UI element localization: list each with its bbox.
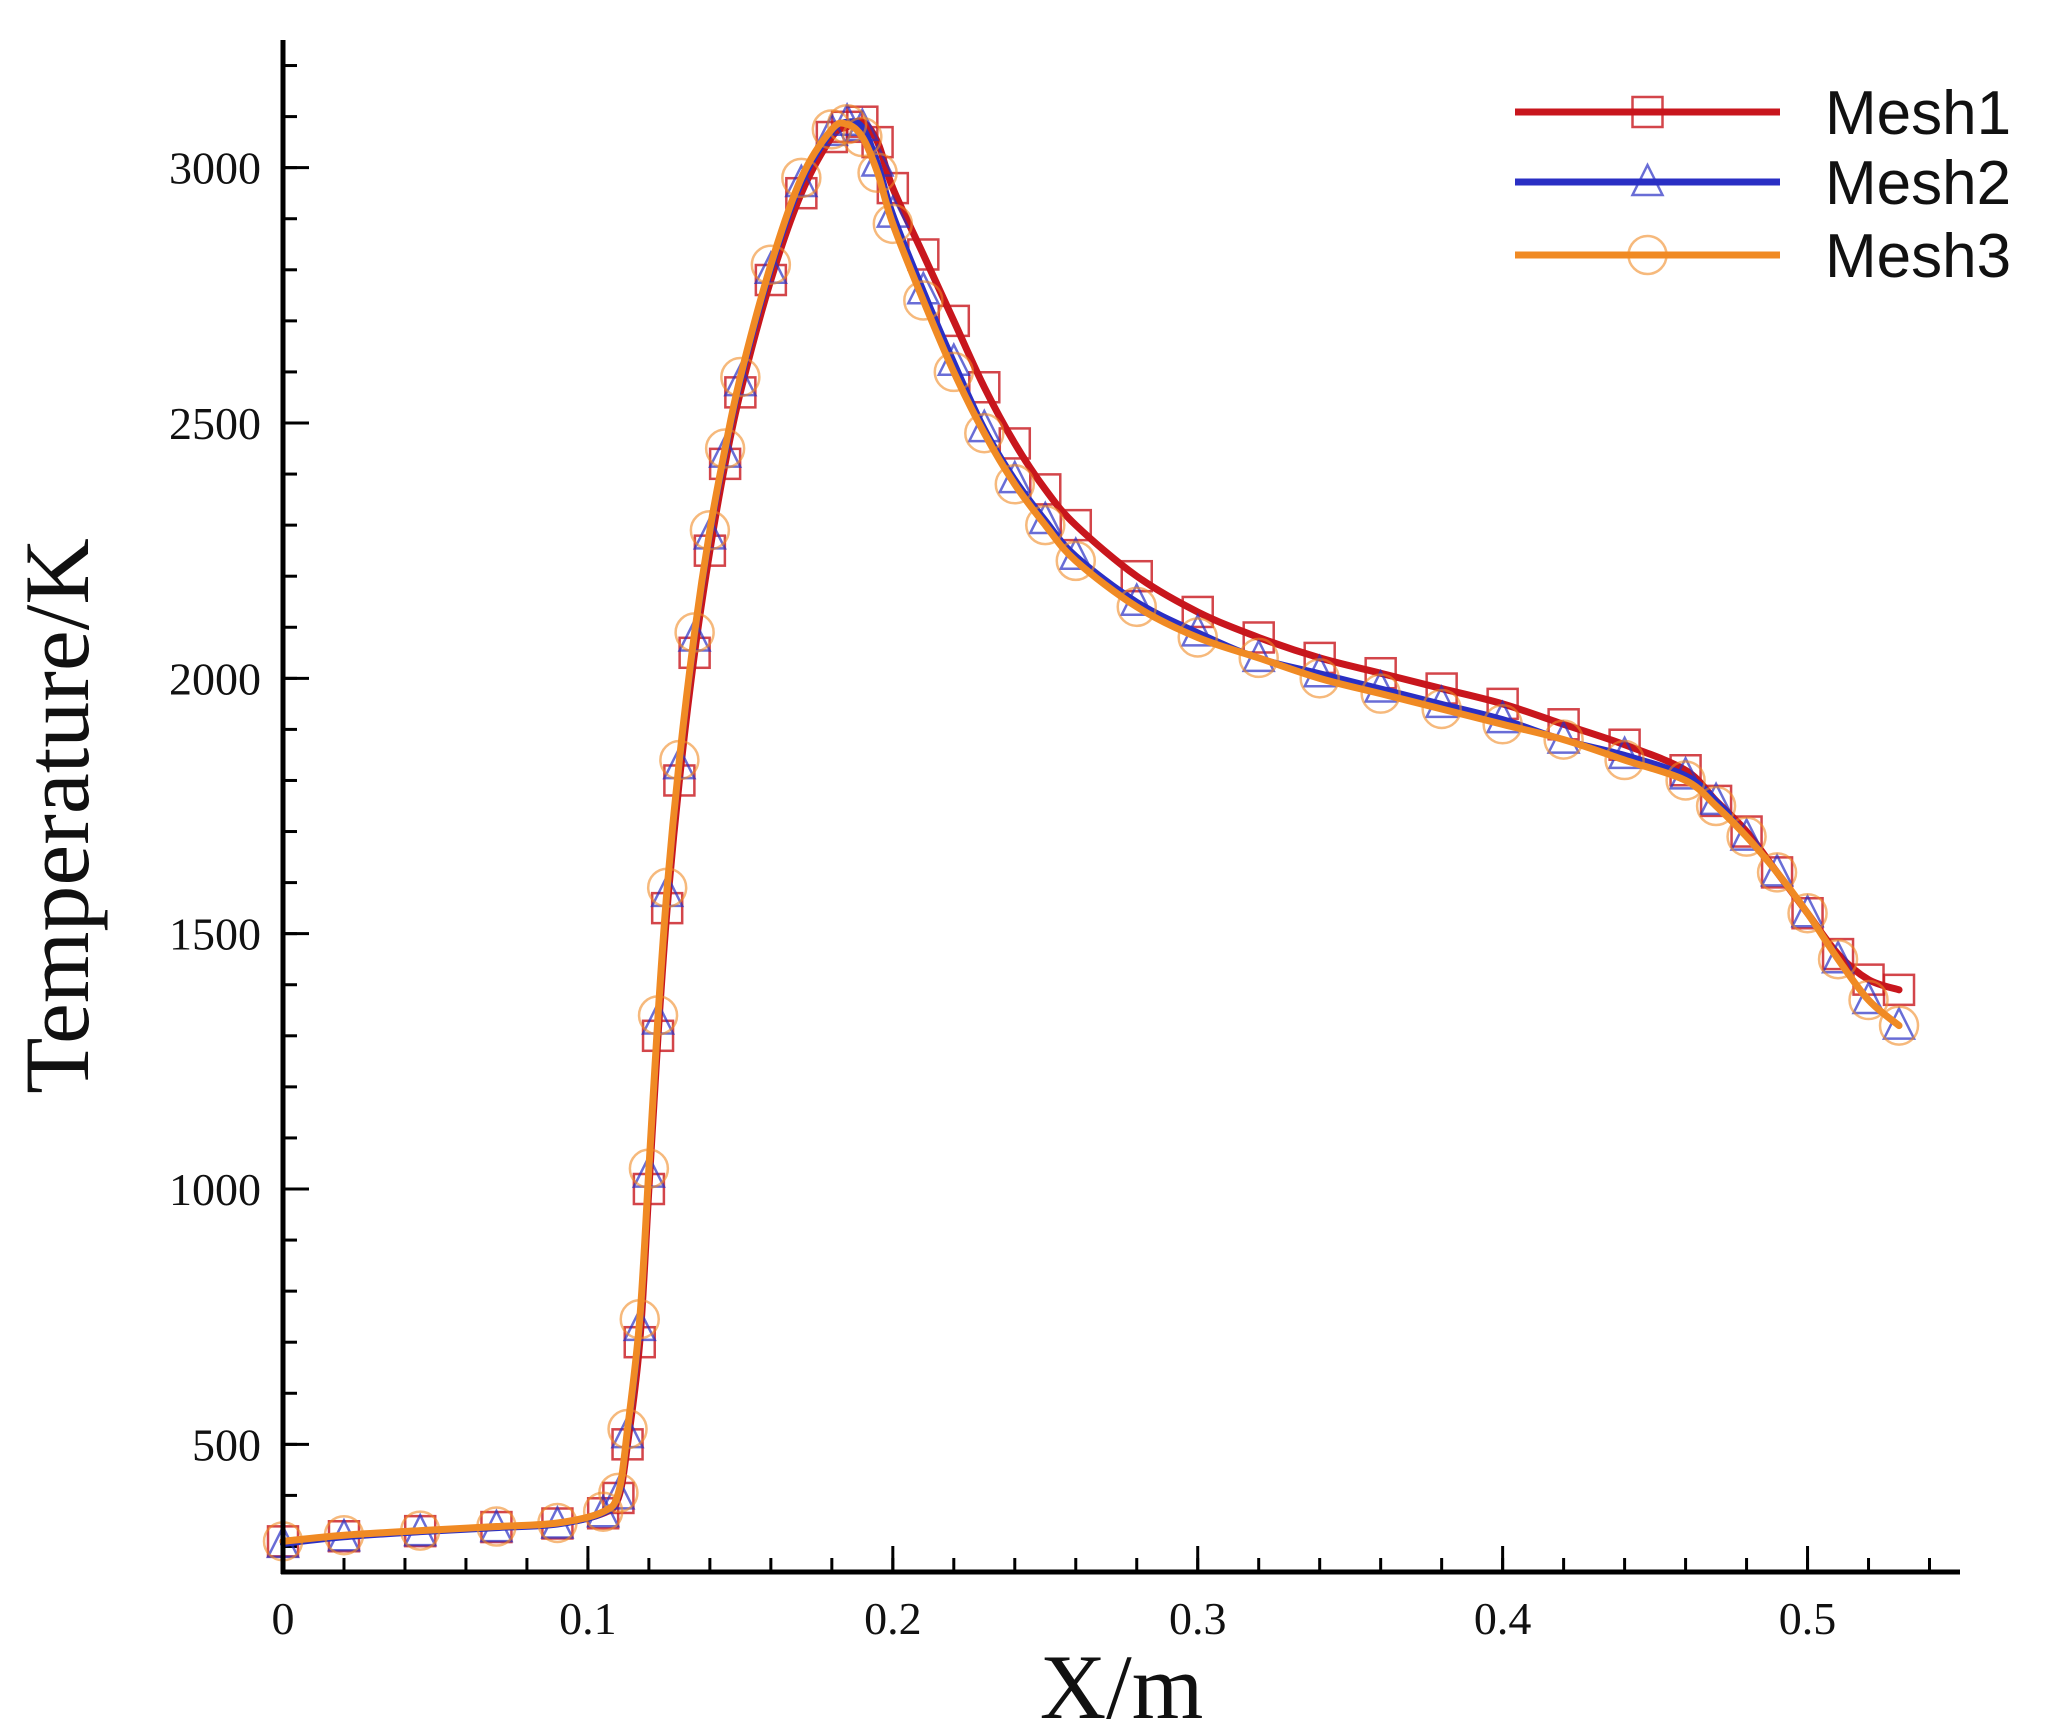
circle-marker — [811, 109, 853, 150]
y-tick-label: 500 — [192, 1419, 261, 1470]
circle-marker — [1299, 658, 1340, 699]
circle-marker — [1482, 704, 1523, 745]
x-tick-label: 0.2 — [864, 1593, 922, 1644]
y-tick-label: 2000 — [169, 653, 261, 704]
circle-marker — [1878, 1005, 1920, 1046]
series-line-mesh1 — [279, 117, 1903, 1545]
legend-square-marker — [1631, 95, 1664, 129]
circle-marker — [933, 351, 975, 393]
legend-label-mesh2: Mesh2 — [1825, 149, 2011, 218]
x-tick-label: 0.3 — [1169, 1593, 1227, 1644]
circle-marker — [1116, 586, 1157, 628]
circle-marker — [750, 244, 792, 285]
triangle-marker — [814, 112, 849, 147]
series-layer — [262, 101, 1920, 1562]
series-mesh1 — [266, 105, 1916, 1558]
circle-marker — [1756, 852, 1798, 893]
circle-marker — [1817, 938, 1859, 980]
circle-marker — [872, 203, 914, 245]
circle-marker — [1025, 504, 1066, 546]
series-mesh3 — [262, 104, 1920, 1562]
y-tick-label: 1500 — [169, 909, 261, 960]
triangle-marker — [1729, 816, 1764, 851]
circle-marker — [1055, 540, 1097, 582]
legend-item-mesh2: Mesh2 — [1515, 149, 2011, 218]
minor-ticks — [283, 64, 1932, 1572]
legend-label-mesh1: Mesh1 — [1825, 79, 2011, 148]
circle-marker — [646, 867, 688, 908]
circle-marker — [619, 1298, 660, 1340]
circle-marker — [1543, 719, 1584, 760]
y-tick-label: 3000 — [169, 143, 261, 194]
series-line-mesh3 — [279, 119, 1903, 1545]
circle-marker — [1604, 739, 1645, 781]
circle-marker — [1238, 637, 1279, 679]
circle-marker — [628, 1148, 670, 1189]
triangle-marker — [1485, 699, 1520, 734]
circle-marker — [659, 739, 700, 781]
circle-marker — [1177, 617, 1218, 658]
circle-marker — [607, 1408, 648, 1450]
circle-marker — [704, 428, 746, 469]
triangle-marker — [1607, 735, 1642, 770]
square-marker — [876, 171, 910, 205]
triangle-marker — [1668, 755, 1703, 790]
circle-marker — [964, 412, 1005, 454]
x-tick-label: 0.1 — [559, 1593, 617, 1644]
legend-triangle-marker — [1630, 162, 1665, 197]
y-axis-title: Temperature/K — [6, 538, 108, 1094]
circle-marker — [857, 152, 898, 194]
circle-marker — [781, 157, 822, 199]
square-marker — [1242, 621, 1275, 654]
triangle-marker — [1363, 668, 1398, 703]
triangle-marker — [1851, 980, 1886, 1015]
y-tick-label: 2500 — [169, 398, 261, 449]
circle-marker — [598, 1472, 639, 1514]
triangle-marker — [1302, 653, 1337, 688]
legend: Mesh1 Mesh2 Mesh3 — [1515, 79, 2011, 291]
x-tick-label: 0.5 — [1779, 1593, 1837, 1644]
y-tick-label: 1000 — [169, 1164, 261, 1215]
legend-circle-marker — [1627, 234, 1668, 276]
circle-marker — [842, 116, 883, 158]
circle-marker — [689, 509, 731, 551]
circle-marker — [1848, 979, 1889, 1021]
circle-marker — [1421, 688, 1462, 730]
major-ticks — [281, 166, 1810, 1572]
circle-marker — [1695, 785, 1737, 827]
triangle-marker — [1180, 612, 1215, 647]
tick-labels: 0 0.1 0.2 0.3 0.4 0.5 500 1000 1500 2000 2500 3000 — [169, 143, 1836, 1644]
circle-marker — [323, 1514, 365, 1556]
series-mesh2 — [265, 101, 1917, 1559]
triangle-marker — [1790, 893, 1825, 928]
legend-label-mesh3: Mesh3 — [1825, 222, 2011, 291]
x-tick-label: 0 — [272, 1593, 295, 1644]
circle-marker — [1360, 673, 1401, 714]
circle-marker — [1665, 760, 1706, 801]
square-marker — [1181, 595, 1214, 629]
triangle-marker — [1760, 852, 1795, 887]
circle-marker — [399, 1510, 441, 1551]
circle-marker — [826, 104, 868, 145]
circle-marker — [994, 464, 1036, 505]
series-line-mesh2 — [280, 118, 1903, 1547]
x-tick-label: 0.4 — [1474, 1593, 1532, 1644]
circle-marker — [1726, 816, 1767, 857]
legend-item-mesh3: Mesh3 — [1515, 222, 2011, 291]
square-marker — [1120, 559, 1153, 593]
circle-marker — [720, 356, 761, 398]
square-marker — [968, 371, 1001, 404]
circle-marker — [674, 612, 715, 653]
triangle-marker — [1821, 939, 1856, 974]
circle-marker — [637, 995, 679, 1036]
legend-item-mesh1: Mesh1 — [1515, 79, 2011, 148]
circle-marker — [1787, 892, 1828, 934]
x-axis-title: X/m — [1040, 1636, 1204, 1736]
circle-marker — [903, 280, 944, 321]
circle-marker — [476, 1506, 517, 1547]
circle-marker — [537, 1502, 578, 1544]
triangle-marker — [1424, 684, 1459, 719]
